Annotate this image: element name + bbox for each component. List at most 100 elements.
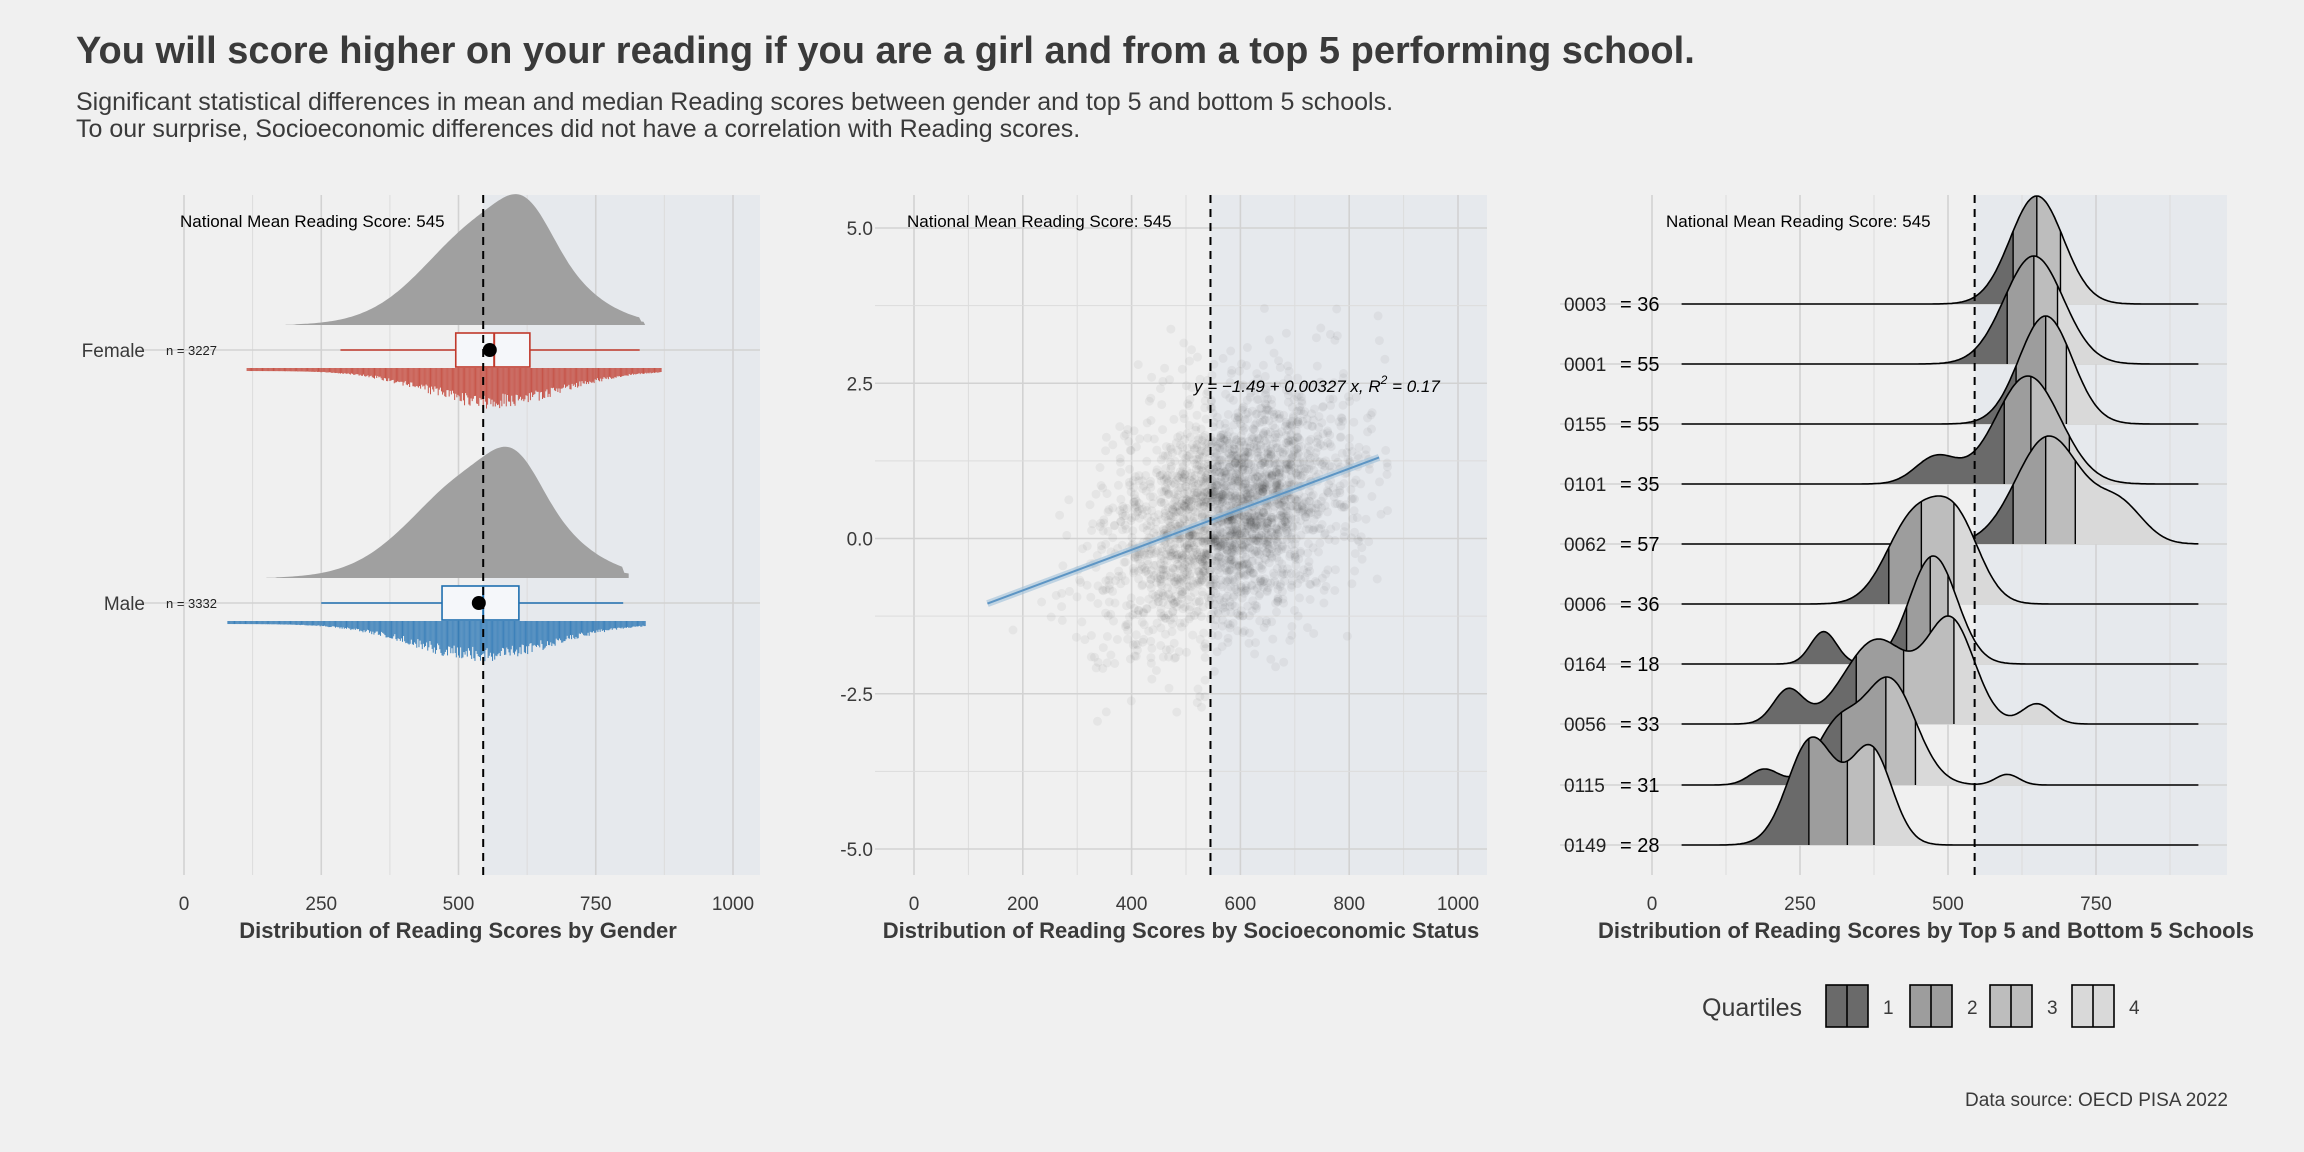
scatter-point xyxy=(1292,433,1302,442)
scatter-point xyxy=(1285,421,1295,431)
scatter-point xyxy=(1142,456,1152,466)
scatter-point xyxy=(1158,451,1168,461)
scatter-point xyxy=(1170,592,1180,601)
scatter-point xyxy=(1238,494,1248,504)
scatter-point xyxy=(1149,434,1159,444)
scatter-point xyxy=(1230,495,1240,505)
y-tick-label: -5.0 xyxy=(840,840,873,861)
scatter-point xyxy=(1108,586,1118,596)
scatter-point xyxy=(1233,571,1243,581)
scatter-point xyxy=(1160,511,1170,521)
scatter-point xyxy=(1193,566,1203,576)
scatter-point xyxy=(1264,473,1274,483)
scatter-point xyxy=(1167,619,1177,629)
scatter-point xyxy=(1212,467,1222,477)
scatter-point xyxy=(1261,426,1271,436)
scatter-point xyxy=(1226,453,1236,463)
scatter-point xyxy=(1209,666,1219,676)
scatter-point xyxy=(1191,425,1201,435)
scatter-point xyxy=(1250,533,1259,543)
scatter-point xyxy=(1210,472,1220,482)
scatter-point xyxy=(1319,598,1329,608)
scatter-point xyxy=(1225,444,1235,454)
scatter-point xyxy=(1212,504,1222,514)
scatter-point xyxy=(1275,467,1285,477)
scatter-point xyxy=(1347,579,1357,589)
scatter-point xyxy=(1210,452,1219,462)
scatter-point xyxy=(1288,450,1298,460)
scatter-point xyxy=(1260,538,1270,548)
scatter-point xyxy=(1262,521,1272,531)
school-id-label: 0006 xyxy=(1564,595,1606,616)
scatter-point xyxy=(1324,480,1334,489)
scatter-point xyxy=(1269,514,1279,524)
scatter-point xyxy=(1273,531,1283,541)
scatter-point xyxy=(1108,440,1118,450)
scatter-point xyxy=(1201,560,1211,570)
scatter-point xyxy=(1292,471,1302,481)
scatter-point xyxy=(1244,638,1254,648)
scatter-point xyxy=(1238,465,1248,475)
density-female xyxy=(285,194,646,325)
scatter-point xyxy=(1248,481,1258,491)
scatter-point xyxy=(1197,702,1206,712)
scatter-point xyxy=(1239,490,1249,500)
scatter-point xyxy=(1194,478,1204,488)
scatter-point xyxy=(1165,551,1175,561)
scatter-point xyxy=(1206,538,1216,548)
scatter-point xyxy=(1171,653,1181,662)
scatter-point xyxy=(1293,611,1303,621)
scatter-point xyxy=(1234,479,1244,489)
scatter-point xyxy=(1290,605,1299,615)
scatter-point xyxy=(1185,531,1195,541)
scatter-point xyxy=(1243,492,1252,502)
scatter-point xyxy=(1189,487,1199,497)
scatter-point xyxy=(1259,582,1269,592)
scatter-point xyxy=(1217,494,1227,504)
scatter-point xyxy=(1133,610,1143,620)
scatter-point xyxy=(1123,620,1132,629)
scatter-point xyxy=(1201,644,1211,654)
scatter-point xyxy=(1200,675,1210,685)
scatter-point xyxy=(1226,555,1236,565)
scatter-point xyxy=(1229,544,1239,554)
scatter-point xyxy=(1297,501,1307,511)
scatter-point xyxy=(1279,657,1289,667)
scatter-point xyxy=(1101,432,1111,442)
scatter-point xyxy=(1230,451,1240,460)
scatter-point xyxy=(1284,440,1294,450)
scatter-point xyxy=(1257,506,1267,516)
scatter-point xyxy=(1219,434,1229,443)
scatter-point xyxy=(1267,471,1277,481)
scatter-point xyxy=(1247,606,1257,616)
scatter-point xyxy=(1082,580,1092,590)
scatter-point xyxy=(1055,510,1065,520)
scatter-point xyxy=(1252,395,1262,405)
x-tick-label: 400 xyxy=(1116,894,1148,915)
scatter-point xyxy=(1122,503,1132,513)
scatter-point xyxy=(1151,517,1161,527)
scatter-point xyxy=(1263,445,1273,455)
scatter-point xyxy=(1137,617,1147,627)
scatter-point xyxy=(1295,546,1305,556)
scatter-point xyxy=(1163,610,1173,620)
scatter-point xyxy=(1276,500,1286,510)
scatter-point xyxy=(1246,460,1256,470)
scatter-point xyxy=(1293,417,1303,427)
scatter-point xyxy=(1115,454,1125,463)
scatter-point xyxy=(1262,586,1272,595)
scatter-point xyxy=(1202,550,1211,560)
scatter-point xyxy=(1227,600,1237,610)
scatter-point xyxy=(1231,456,1241,466)
scatter-point xyxy=(1233,626,1242,636)
x-tick-label: 800 xyxy=(1333,894,1365,915)
scatter-point xyxy=(1287,437,1296,446)
scatter-point xyxy=(1357,554,1367,564)
scatter-point xyxy=(1272,522,1281,532)
scatter-point xyxy=(1108,503,1118,513)
legend-label: 2 xyxy=(1967,998,1978,1019)
scatter-point xyxy=(1165,521,1175,531)
scatter-point xyxy=(1318,401,1328,411)
scatter-point xyxy=(1312,456,1322,466)
